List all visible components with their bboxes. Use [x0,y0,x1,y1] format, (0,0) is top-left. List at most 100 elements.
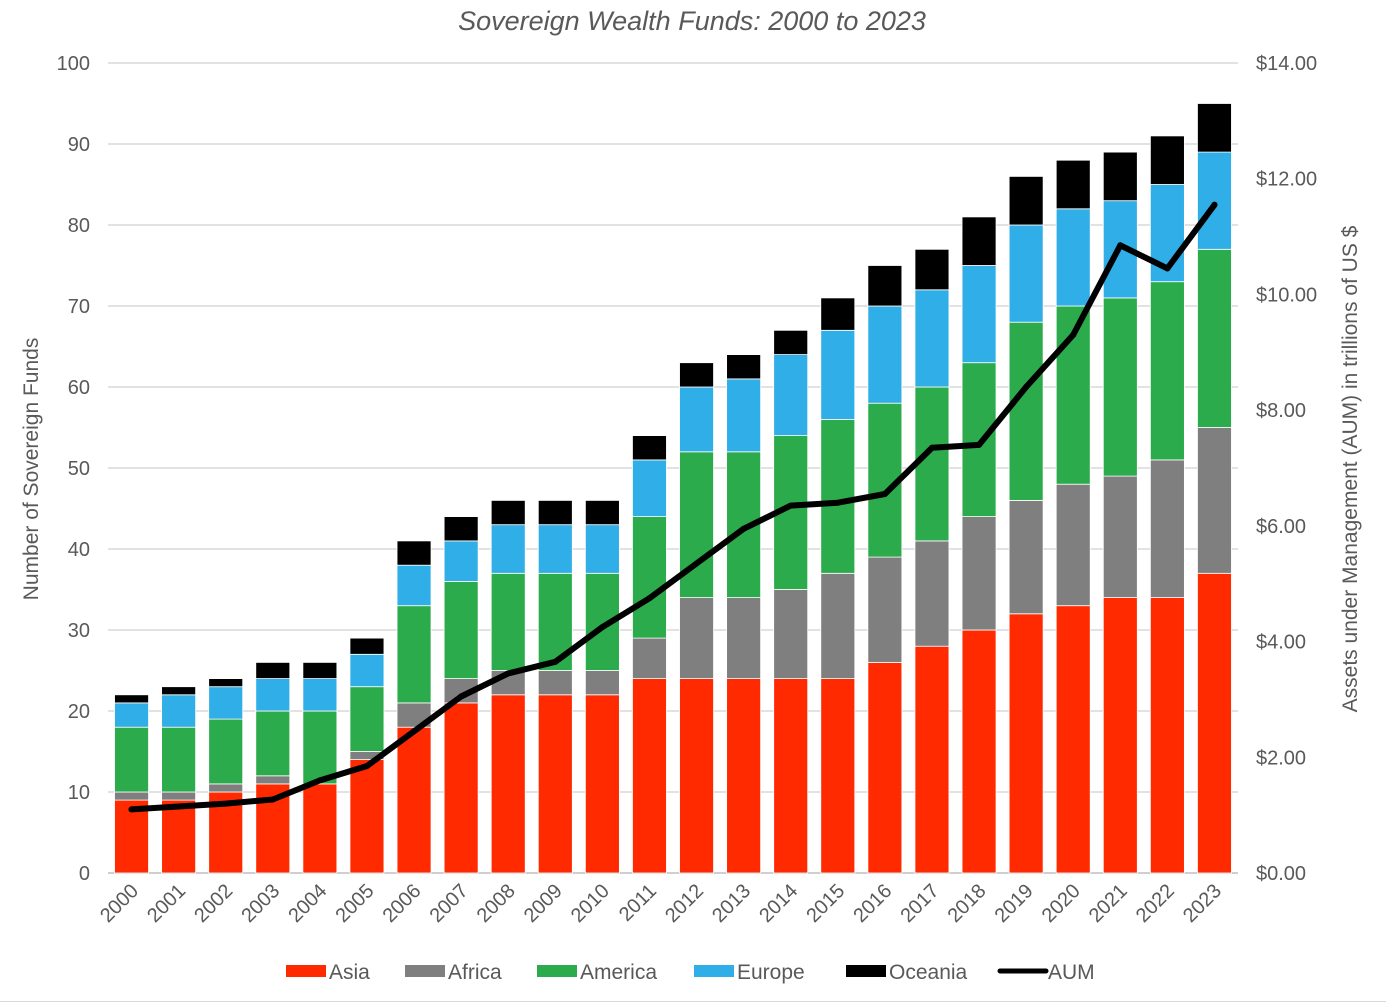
aum-point-2007 [458,693,465,700]
bar-asia-2014 [773,678,809,874]
legend-swatch-oceania [846,965,886,977]
bar-oceania-2005 [349,637,385,655]
aum-point-2010 [599,624,606,631]
aum-point-2008 [505,670,512,677]
bar-europe-2005 [349,653,385,688]
x-tick-label: 2018 [944,880,991,927]
y-tick-label: 30 [68,620,90,642]
x-tick-label: 2012 [661,880,708,927]
aum-point-2011 [646,595,653,602]
legend-swatch-africa [405,965,445,977]
aum-point-2020 [1070,331,1077,338]
bar-europe-2018 [961,265,997,364]
bar-oceania-2000 [114,694,149,704]
x-tick-label: 2020 [1038,880,1085,927]
bar-america-2022 [1149,281,1185,461]
bar-oceania-2011 [632,435,667,461]
bar-america-2015 [820,418,856,574]
x-tick-label: 2014 [755,880,802,927]
y2-tick-label: $14.00 [1256,53,1317,75]
bar-america-2005 [349,686,385,752]
bar-europe-2004 [302,678,338,712]
y-tick-label: 90 [68,134,90,156]
bar-america-2002 [208,718,244,785]
bar-oceania-2018 [961,216,997,266]
legend-swatch-europe [694,965,734,977]
y-tick-label: 60 [68,377,90,399]
legend-swatch-america [537,965,577,977]
x-tick-label: 2019 [991,880,1038,927]
legend-label-aum: AUM [1048,961,1095,984]
x-tick-label: 2004 [284,880,331,927]
aum-point-2019 [1023,384,1030,390]
bar-oceania-2015 [820,297,856,331]
bar-europe-2016 [867,305,903,404]
bar-europe-2007 [443,540,479,582]
bar-asia-2007 [443,702,479,874]
bar-america-2021 [1102,297,1138,477]
bar-oceania-2023 [1197,103,1232,153]
x-axis: 2000 2001 2002 2003 2004 2005 2006 2007 2008 2009… [96,880,1226,927]
bar-asia-2021 [1102,597,1138,874]
y2-tick-label: $0.00 [1256,863,1306,885]
x-tick-label: 2008 [473,880,520,927]
bar-asia-2011 [632,678,667,874]
bar-africa-2020 [1055,483,1091,607]
bar-asia-2012 [679,678,714,874]
y-tick-label: 0 [79,863,90,885]
bar-asia-2018 [961,629,997,874]
bar-oceania-2013 [726,354,762,380]
legend-swatch-asia [286,965,326,977]
y-tick-label: 80 [68,215,90,237]
bar-oceania-2006 [396,540,432,566]
x-tick-label: 2022 [1132,880,1179,927]
aum-point-2005 [363,762,370,769]
bar-oceania-2010 [584,499,620,526]
bar-america-2006 [396,605,432,704]
bar-africa-2015 [820,572,856,679]
x-tick-label: 2001 [143,880,190,927]
bar-europe-2009 [537,524,573,574]
bar-europe-2000 [114,702,149,728]
y2-tick-label: $2.00 [1256,747,1306,769]
bar-oceania-2008 [490,499,526,526]
bar-asia-2008 [490,694,526,874]
bar-america-2004 [302,710,338,785]
bar-asia-2017 [914,645,950,874]
y-axis-left: 0 10 20 30 40 50 60 70 80 90 100 [57,53,90,885]
bar-europe-2015 [820,329,856,420]
bar-europe-2017 [914,289,950,388]
y-tick-label: 10 [68,782,90,804]
bar-europe-2010 [584,524,620,574]
bar-asia-2015 [820,678,856,874]
x-tick-label: 2021 [1085,880,1132,927]
y2-tick-label: $12.00 [1256,169,1317,191]
aum-point-2023 [1211,201,1218,208]
bar-europe-2023 [1197,151,1232,250]
legend-item-europe: Europe [694,961,805,984]
y2-axis-title: Assets under Management (AUM) in trillio… [1339,225,1362,712]
bar-europe-2008 [490,524,526,574]
bar-asia-2016 [867,662,903,874]
y2-tick-label: $6.00 [1256,516,1306,538]
bar-america-2008 [490,572,526,671]
bar-america-2007 [443,581,479,680]
bar-america-2019 [1008,321,1044,501]
y-tick-label: 70 [68,296,90,318]
aum-point-2000 [128,806,135,813]
bar-africa-2001 [161,791,197,801]
aum-point-2018 [976,441,983,448]
legend-item-africa: Africa [405,961,502,984]
aum-point-2022 [1164,265,1171,272]
x-tick-label: 2013 [708,880,755,927]
aum-point-2021 [1117,242,1124,249]
legend-label-asia: Asia [329,961,370,984]
bar-europe-2006 [396,564,432,607]
x-tick-label: 2017 [896,880,943,927]
aum-point-2003 [269,796,276,803]
bar-africa-2000 [114,791,149,801]
bar-america-2017 [914,386,950,542]
bar-asia-2019 [1008,613,1044,874]
x-tick-label: 2011 [615,880,661,926]
